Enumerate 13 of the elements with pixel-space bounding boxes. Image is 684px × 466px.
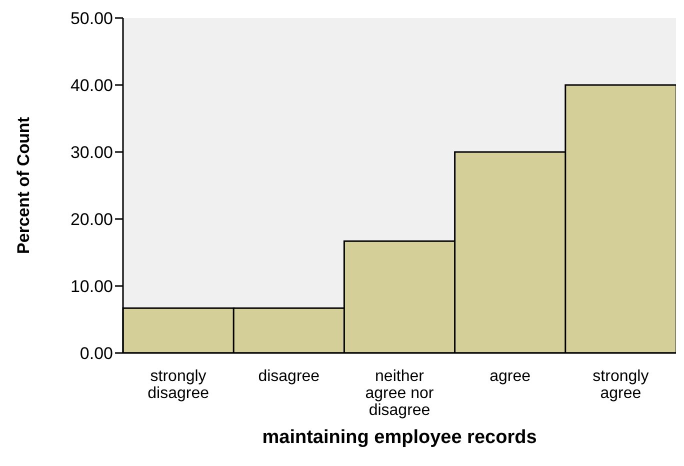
y-axis-title: Percent of Count	[14, 116, 34, 254]
y-tick-label: 0.00	[80, 344, 113, 364]
y-tick-label: 50.00	[70, 9, 113, 28]
y-tick-label: 20.00	[70, 210, 113, 230]
x-axis-title: maintaining employee records	[262, 427, 537, 448]
x-tick-label: disagree	[258, 368, 320, 385]
x-tick-label: strongly agree	[592, 368, 649, 402]
x-tick-label: agree	[490, 368, 531, 385]
x-tick-label: strongly disagree	[148, 368, 210, 402]
y-tick-label: 40.00	[70, 76, 113, 96]
x-tick-label: neither agree nor disagree	[365, 368, 434, 419]
y-tick-label: 30.00	[70, 143, 113, 162]
y-tick-label: 10.00	[70, 277, 113, 296]
